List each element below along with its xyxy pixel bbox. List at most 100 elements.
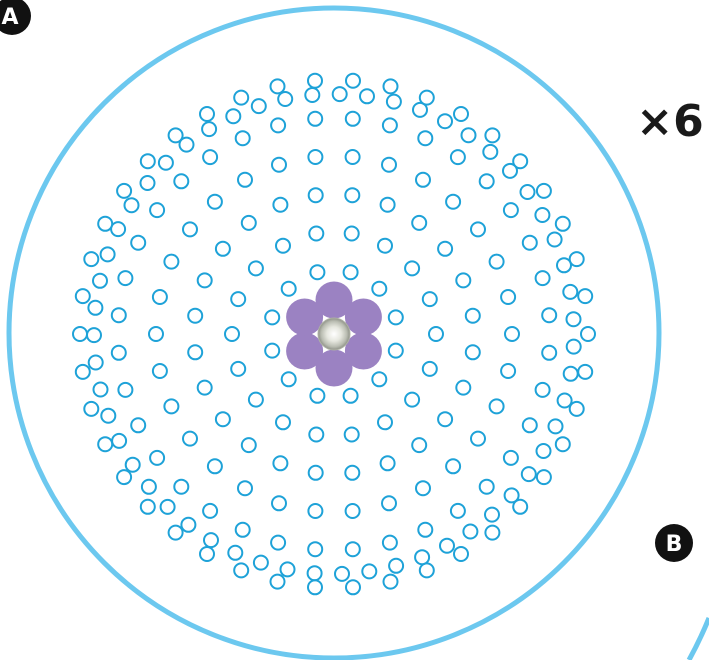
small-ring xyxy=(484,524,501,541)
small-ring xyxy=(187,344,204,361)
small-ring xyxy=(334,565,350,582)
small-ring xyxy=(110,307,127,324)
small-ring xyxy=(130,234,147,251)
small-ring xyxy=(344,503,361,519)
small-ring xyxy=(464,307,481,324)
small-ring xyxy=(199,546,215,562)
small-ring xyxy=(227,544,244,561)
small-ring xyxy=(412,101,428,118)
small-ring xyxy=(87,299,104,316)
small-ring xyxy=(116,182,133,199)
small-ring xyxy=(97,436,114,453)
small-ring xyxy=(361,563,378,580)
small-ring xyxy=(203,532,219,549)
small-ring xyxy=(279,561,296,578)
small-ring xyxy=(309,387,326,404)
small-ring xyxy=(417,130,434,147)
small-ring xyxy=(404,391,421,408)
small-ring xyxy=(173,478,190,495)
small-ring xyxy=(308,426,325,443)
small-ring xyxy=(455,272,472,289)
small-ring xyxy=(381,534,398,551)
small-ring xyxy=(484,127,501,144)
small-ring xyxy=(470,221,486,238)
small-ring xyxy=(306,565,323,582)
small-ring xyxy=(140,478,157,495)
small-ring xyxy=(345,579,361,596)
small-ring xyxy=(418,89,435,106)
small-ring xyxy=(74,363,91,380)
small-ring xyxy=(488,398,505,415)
small-ring xyxy=(123,197,140,214)
small-ring xyxy=(449,502,466,519)
small-ring xyxy=(554,215,571,232)
outer-boundary-ring xyxy=(6,5,662,660)
small-ring xyxy=(342,387,359,404)
small-ring xyxy=(272,196,289,213)
small-ring xyxy=(519,184,536,200)
small-ring xyxy=(512,498,529,515)
small-ring xyxy=(331,86,348,103)
small-ring xyxy=(502,449,519,466)
small-ring xyxy=(139,175,156,191)
small-ring xyxy=(247,391,264,408)
small-ring xyxy=(272,455,289,472)
small-ring xyxy=(264,342,281,359)
inner-fiber xyxy=(286,332,324,370)
small-ring xyxy=(381,495,397,512)
small-ring xyxy=(565,338,582,355)
small-ring xyxy=(237,480,253,497)
small-ring xyxy=(157,154,174,171)
small-ring xyxy=(382,78,399,95)
small-ring xyxy=(503,487,520,504)
small-ring xyxy=(577,288,594,305)
small-ring xyxy=(445,193,462,210)
small-ring xyxy=(520,466,537,483)
small-ring xyxy=(196,272,213,289)
small-ring xyxy=(554,436,571,453)
small-ring xyxy=(308,225,325,242)
small-ring xyxy=(72,326,88,342)
small-ring xyxy=(345,72,361,89)
small-ring xyxy=(534,270,551,287)
inner-fiber-cluster xyxy=(286,281,382,387)
small-ring xyxy=(92,272,108,289)
small-ring xyxy=(534,207,551,223)
small-ring xyxy=(453,546,469,562)
small-ring xyxy=(568,400,585,417)
small-ring xyxy=(534,381,551,398)
small-ring xyxy=(250,98,267,115)
small-ring xyxy=(462,523,479,540)
small-ring xyxy=(180,516,197,533)
small-ring xyxy=(116,469,133,486)
small-ring xyxy=(202,149,219,166)
panel-a-badge: A xyxy=(0,0,31,35)
inner-fiber xyxy=(286,298,324,336)
small-ring xyxy=(535,182,552,199)
small-ring xyxy=(233,562,250,579)
small-ring xyxy=(151,363,168,379)
small-ring xyxy=(130,417,147,434)
small-ring xyxy=(535,469,552,486)
small-ring xyxy=(453,106,469,122)
small-ring xyxy=(307,187,324,204)
small-ring xyxy=(482,143,499,160)
small-ring xyxy=(411,214,428,231)
small-ring xyxy=(271,495,287,512)
multiplier-label: ×6 xyxy=(636,96,703,147)
small-ring xyxy=(199,106,215,122)
small-ring xyxy=(206,193,223,210)
inner-fiber xyxy=(344,298,382,336)
small-ring xyxy=(411,437,428,454)
small-ring xyxy=(415,171,431,188)
small-ring xyxy=(83,251,100,268)
panel-b-label: B xyxy=(666,532,683,557)
small-ring xyxy=(382,573,399,590)
small-ring xyxy=(230,291,247,308)
small-ring xyxy=(110,344,127,361)
inner-fiber xyxy=(315,349,353,387)
small-ring xyxy=(214,411,231,428)
small-ring xyxy=(385,93,402,110)
small-ring xyxy=(117,270,134,287)
small-ring xyxy=(387,342,404,359)
